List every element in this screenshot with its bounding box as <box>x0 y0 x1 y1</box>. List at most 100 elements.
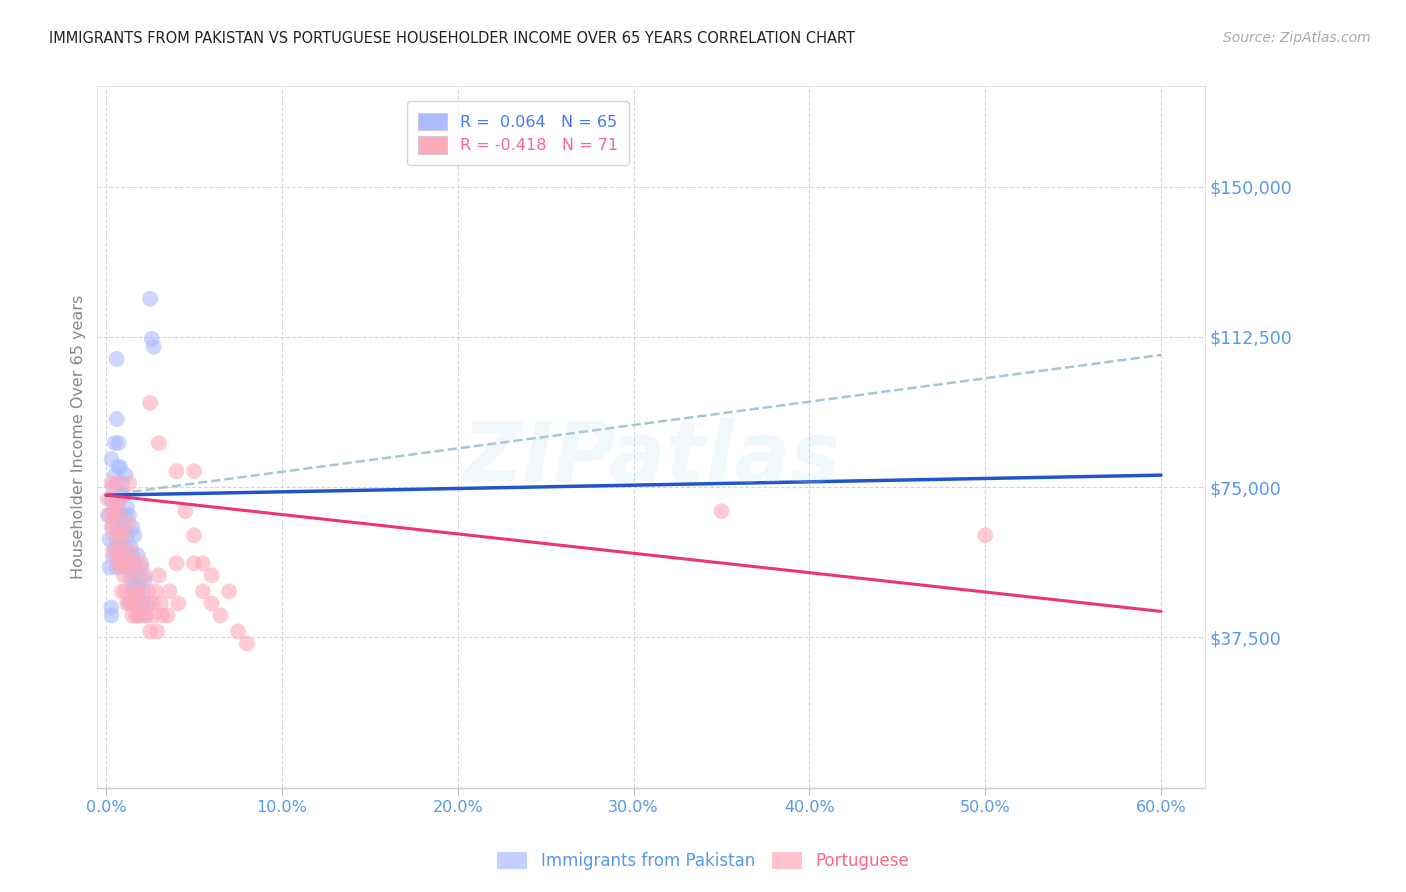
Legend: R =  0.064   N = 65, R = -0.418   N = 71: R = 0.064 N = 65, R = -0.418 N = 71 <box>408 102 630 165</box>
Y-axis label: Householder Income Over 65 years: Householder Income Over 65 years <box>72 295 86 579</box>
Point <box>142 608 165 623</box>
Point <box>105 476 128 491</box>
Point <box>201 568 224 582</box>
Point <box>104 492 127 507</box>
Point <box>191 584 214 599</box>
Point <box>104 468 127 483</box>
Point <box>236 636 259 650</box>
Point <box>149 596 172 610</box>
Point <box>201 596 224 610</box>
Text: ZIPatlas: ZIPatlas <box>463 417 841 499</box>
Point <box>115 500 138 515</box>
Point <box>104 436 127 450</box>
Point <box>105 516 128 531</box>
Point <box>112 528 135 542</box>
Point <box>132 596 155 610</box>
Point <box>132 584 155 599</box>
Point <box>125 596 148 610</box>
Point <box>131 560 153 574</box>
Point <box>101 549 124 563</box>
Point <box>107 504 129 518</box>
Point <box>148 568 170 582</box>
Point <box>138 584 160 599</box>
Point <box>183 528 205 542</box>
Point <box>114 541 136 555</box>
Point <box>108 557 131 571</box>
Point <box>122 576 145 591</box>
Point <box>115 557 138 571</box>
Point <box>111 533 134 547</box>
Point <box>105 560 128 574</box>
Point <box>226 624 249 639</box>
Point <box>120 544 142 558</box>
Point <box>112 488 135 502</box>
Point <box>97 492 120 507</box>
Point <box>122 557 145 571</box>
Point <box>139 396 162 410</box>
Point <box>111 476 134 491</box>
Point <box>209 608 232 623</box>
Point <box>122 596 145 610</box>
Point <box>183 464 205 478</box>
Point <box>145 584 167 599</box>
Point <box>118 476 141 491</box>
Point <box>98 560 121 574</box>
Point <box>127 608 149 623</box>
Point <box>121 520 143 534</box>
Point <box>146 624 169 639</box>
Point <box>122 528 145 542</box>
Point <box>112 549 135 563</box>
Point <box>167 596 190 610</box>
Point <box>191 557 214 571</box>
Point <box>974 528 997 542</box>
Point <box>112 520 135 534</box>
Point <box>108 460 131 475</box>
Point <box>121 568 143 582</box>
Point <box>139 624 162 639</box>
Point <box>97 508 120 523</box>
Point <box>183 557 205 571</box>
Point <box>115 560 138 574</box>
Point <box>111 544 134 558</box>
Point <box>127 549 149 563</box>
Point <box>131 557 153 571</box>
Point <box>107 492 129 507</box>
Point <box>115 596 138 610</box>
Point <box>108 528 131 542</box>
Point <box>134 608 156 623</box>
Point <box>107 436 129 450</box>
Point <box>104 508 127 523</box>
Point <box>118 560 141 574</box>
Point <box>100 476 122 491</box>
Point <box>156 608 179 623</box>
Point <box>127 584 149 599</box>
Point <box>108 541 131 555</box>
Text: Source: ZipAtlas.com: Source: ZipAtlas.com <box>1223 31 1371 45</box>
Point <box>105 412 128 426</box>
Point <box>105 533 128 547</box>
Point <box>108 508 131 523</box>
Point <box>127 584 149 599</box>
Point <box>120 596 142 610</box>
Point <box>128 572 150 586</box>
Point <box>141 596 163 610</box>
Point <box>114 584 136 599</box>
Point <box>111 584 134 599</box>
Point <box>710 504 733 518</box>
Point <box>121 608 143 623</box>
Point <box>101 520 124 534</box>
Point <box>100 600 122 615</box>
Point <box>141 332 163 346</box>
Point <box>98 533 121 547</box>
Point <box>128 608 150 623</box>
Point <box>107 460 129 475</box>
Point <box>105 500 128 515</box>
Point <box>166 464 188 478</box>
Point <box>218 584 240 599</box>
Point <box>114 468 136 483</box>
Point <box>121 549 143 563</box>
Point <box>108 492 131 507</box>
Point <box>118 516 141 531</box>
Point <box>120 541 142 555</box>
Point <box>174 504 197 518</box>
